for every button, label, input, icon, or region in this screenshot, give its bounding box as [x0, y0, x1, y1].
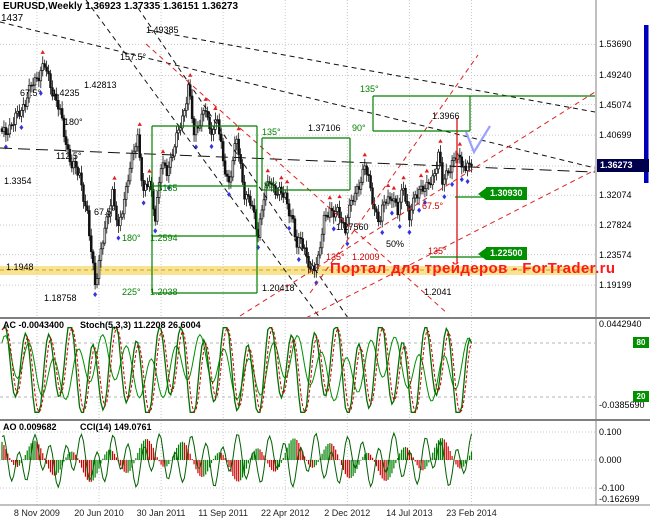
pane1-indicators: [1, 326, 473, 414]
support-band: [0, 266, 595, 275]
grid-lines: [0, 0, 595, 505]
fractal-down-icon: [314, 280, 319, 286]
fractal-up-icon: [137, 122, 142, 126]
fractal-up-icon: [213, 106, 218, 111]
fractal-down-icon: [287, 225, 292, 231]
fractal-down-icon: [407, 229, 412, 235]
fractal-down-icon: [345, 241, 350, 247]
overlay-trendlines[interactable]: [0, 0, 596, 319]
fractal-down-icon: [380, 229, 385, 236]
fractal-up-icon: [327, 195, 333, 200]
fractal-down-icon: [389, 210, 394, 216]
fractal-down-icon: [465, 178, 470, 185]
fractal-down-icon: [397, 223, 402, 230]
fractal-up-icon: [337, 194, 342, 199]
fractal-up-icon: [438, 138, 443, 143]
fractal-down-icon: [166, 185, 171, 191]
fractal-markers: [3, 50, 470, 298]
fractal-up-icon: [147, 168, 152, 173]
fractal-up-icon: [401, 175, 406, 180]
pane2-indicators: [1, 431, 473, 489]
blue-check-mark: [464, 125, 491, 155]
fractal-down-icon: [442, 194, 447, 200]
pane-separators[interactable]: [0, 0, 650, 506]
fractal-up-icon: [362, 152, 367, 157]
fractal-down-icon: [93, 291, 98, 298]
fractal-up-icon: [385, 183, 391, 188]
fractal-down-icon: [209, 143, 214, 150]
fractal-down-icon: [38, 90, 43, 96]
fractal-up-icon: [187, 72, 193, 77]
fractal-down-icon: [141, 200, 146, 206]
fractal-down-icon: [153, 228, 158, 234]
fractal-down-icon: [19, 124, 24, 131]
fractal-down-icon: [296, 256, 301, 263]
fractal-up-icon: [112, 175, 117, 180]
fractal-down-icon: [417, 207, 422, 213]
fractal-down-icon: [450, 181, 455, 187]
fractal-down-icon: [422, 199, 427, 206]
fractal-up-icon: [391, 185, 397, 190]
fractal-up-icon: [265, 168, 270, 173]
fractal-up-icon: [279, 175, 284, 180]
fractal-up-icon: [457, 141, 463, 146]
fractal-up-icon: [284, 179, 290, 184]
fractal-up-icon: [418, 173, 424, 178]
candlesticks: [0, 56, 473, 290]
fractal-up-icon: [236, 126, 241, 131]
fractal-up-icon: [160, 149, 166, 154]
scale-highlight-bar: [644, 25, 649, 183]
fractal-up-icon: [424, 168, 430, 173]
fractal-up-icon: [203, 97, 208, 101]
fractal-down-icon: [331, 226, 336, 232]
fractal-down-icon: [116, 235, 121, 241]
fractal-up-icon: [40, 50, 45, 54]
fractal-down-icon: [459, 176, 464, 183]
